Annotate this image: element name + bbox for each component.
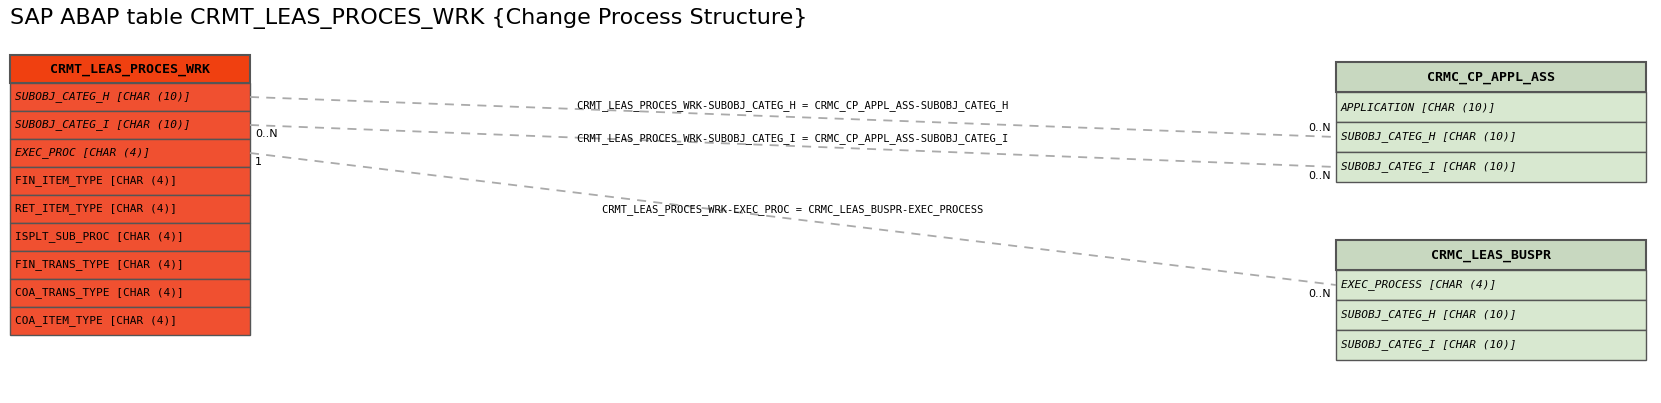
Text: SUBOBJ_CATEG_I [CHAR (10)]: SUBOBJ_CATEG_I [CHAR (10)] (15, 120, 191, 131)
Text: COA_TRANS_TYPE [CHAR (4)]: COA_TRANS_TYPE [CHAR (4)] (15, 288, 184, 299)
Bar (10, 167, 251, 195)
Text: COA_ITEM_TYPE [CHAR (4)]: COA_ITEM_TYPE [CHAR (4)] (15, 316, 178, 326)
Bar (10, 279, 251, 307)
Text: SUBOBJ_CATEG_H [CHAR (10)]: SUBOBJ_CATEG_H [CHAR (10)] (1340, 131, 1516, 142)
Bar (1335, 122, 1646, 152)
Bar (1335, 240, 1646, 270)
Text: CRMT_LEAS_PROCES_WRK-SUBOBJ_CATEG_I = CRMC_CP_APPL_ASS-SUBOBJ_CATEG_I: CRMT_LEAS_PROCES_WRK-SUBOBJ_CATEG_I = CR… (578, 133, 1008, 144)
Text: 1: 1 (256, 157, 262, 167)
Text: FIN_TRANS_TYPE [CHAR (4)]: FIN_TRANS_TYPE [CHAR (4)] (15, 260, 184, 270)
Bar (10, 195, 251, 223)
Text: 0..N: 0..N (1309, 171, 1330, 181)
Bar (10, 307, 251, 335)
Bar (10, 83, 251, 111)
Text: SUBOBJ_CATEG_I [CHAR (10)]: SUBOBJ_CATEG_I [CHAR (10)] (1340, 162, 1516, 172)
Text: 0..N: 0..N (1309, 123, 1330, 133)
Text: ISPLT_SUB_PROC [CHAR (4)]: ISPLT_SUB_PROC [CHAR (4)] (15, 232, 184, 243)
Text: SUBOBJ_CATEG_I [CHAR (10)]: SUBOBJ_CATEG_I [CHAR (10)] (1340, 340, 1516, 351)
Text: CRMC_LEAS_BUSPR: CRMC_LEAS_BUSPR (1432, 249, 1551, 262)
Bar (10, 139, 251, 167)
Bar (10, 251, 251, 279)
Text: SUBOBJ_CATEG_H [CHAR (10)]: SUBOBJ_CATEG_H [CHAR (10)] (1340, 310, 1516, 320)
Bar (10, 55, 251, 83)
Bar (1335, 330, 1646, 360)
Bar (1335, 62, 1646, 92)
Bar (1335, 270, 1646, 300)
Bar (10, 111, 251, 139)
Text: FIN_ITEM_TYPE [CHAR (4)]: FIN_ITEM_TYPE [CHAR (4)] (15, 176, 178, 187)
Bar (1335, 300, 1646, 330)
Text: CRMT_LEAS_PROCES_WRK-SUBOBJ_CATEG_H = CRMC_CP_APPL_ASS-SUBOBJ_CATEG_H: CRMT_LEAS_PROCES_WRK-SUBOBJ_CATEG_H = CR… (578, 100, 1008, 111)
Text: EXEC_PROC [CHAR (4)]: EXEC_PROC [CHAR (4)] (15, 147, 149, 158)
Bar (1335, 92, 1646, 122)
Text: SUBOBJ_CATEG_H [CHAR (10)]: SUBOBJ_CATEG_H [CHAR (10)] (15, 91, 191, 102)
Text: APPLICATION [CHAR (10)]: APPLICATION [CHAR (10)] (1340, 102, 1497, 112)
Bar (1335, 152, 1646, 182)
Text: CRMT_LEAS_PROCES_WRK: CRMT_LEAS_PROCES_WRK (50, 62, 209, 75)
Text: CRMT_LEAS_PROCES_WRK-EXEC_PROC = CRMC_LEAS_BUSPR-EXEC_PROCESS: CRMT_LEAS_PROCES_WRK-EXEC_PROC = CRMC_LE… (603, 204, 983, 215)
Text: CRMC_CP_APPL_ASS: CRMC_CP_APPL_ASS (1427, 71, 1555, 83)
Text: SAP ABAP table CRMT_LEAS_PROCES_WRK {Change Process Structure}: SAP ABAP table CRMT_LEAS_PROCES_WRK {Cha… (10, 8, 807, 29)
Bar (10, 223, 251, 251)
Text: RET_ITEM_TYPE [CHAR (4)]: RET_ITEM_TYPE [CHAR (4)] (15, 204, 178, 214)
Text: 0..N: 0..N (1309, 289, 1330, 299)
Text: EXEC_PROCESS [CHAR (4)]: EXEC_PROCESS [CHAR (4)] (1340, 280, 1497, 291)
Text: 0..N: 0..N (256, 129, 277, 139)
